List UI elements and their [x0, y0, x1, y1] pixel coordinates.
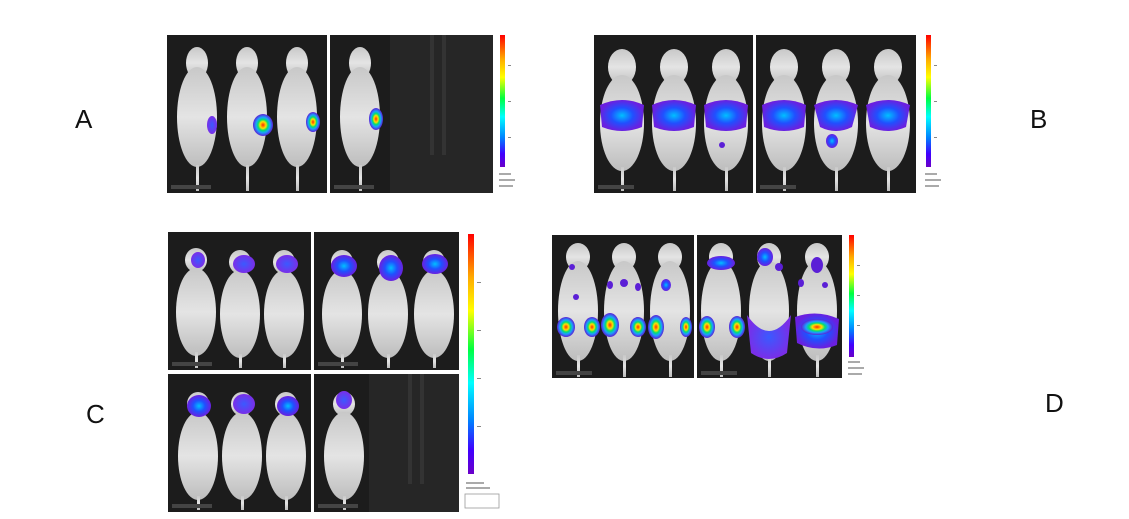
panel-a-colorbar [496, 33, 522, 193]
panel-c-mice-top-left [172, 248, 304, 368]
panel-label-b: B [1030, 104, 1048, 134]
panel-b-mice-group-left [598, 49, 748, 191]
panel-a-mice-group [171, 47, 320, 191]
panel-d-image-right [697, 235, 842, 378]
panel-c-image-top-right [314, 232, 459, 370]
panel-c-image-top-left [168, 232, 311, 370]
panel-d-colorbar [845, 233, 871, 379]
panel-d-image-left [552, 235, 694, 378]
panel-a-single-mouse [334, 35, 493, 193]
panel-c-mouse-bottom-right [318, 374, 459, 512]
panel-label-c: C [86, 399, 105, 429]
panel-c-image-bottom-left [168, 374, 311, 512]
panel-label-a: A [75, 104, 93, 134]
panel-b-colorbar [922, 33, 948, 193]
panel-a-image-left [167, 35, 327, 193]
panel-b-mice-group-right [760, 49, 910, 191]
panel-c-image-bottom-right [314, 374, 459, 512]
panel-c-mice-top-right [318, 250, 454, 368]
panel-d-mice-group-left [556, 243, 692, 377]
panel-a-image-right [330, 35, 493, 193]
panel-b-image-left [594, 35, 753, 193]
panel-label-d: D [1045, 388, 1064, 418]
panel-b-image-right [756, 35, 916, 193]
panel-d-mice-group-right [699, 243, 839, 377]
panel-c-colorbar [463, 232, 503, 510]
panel-c-mice-bottom-left [172, 392, 306, 510]
